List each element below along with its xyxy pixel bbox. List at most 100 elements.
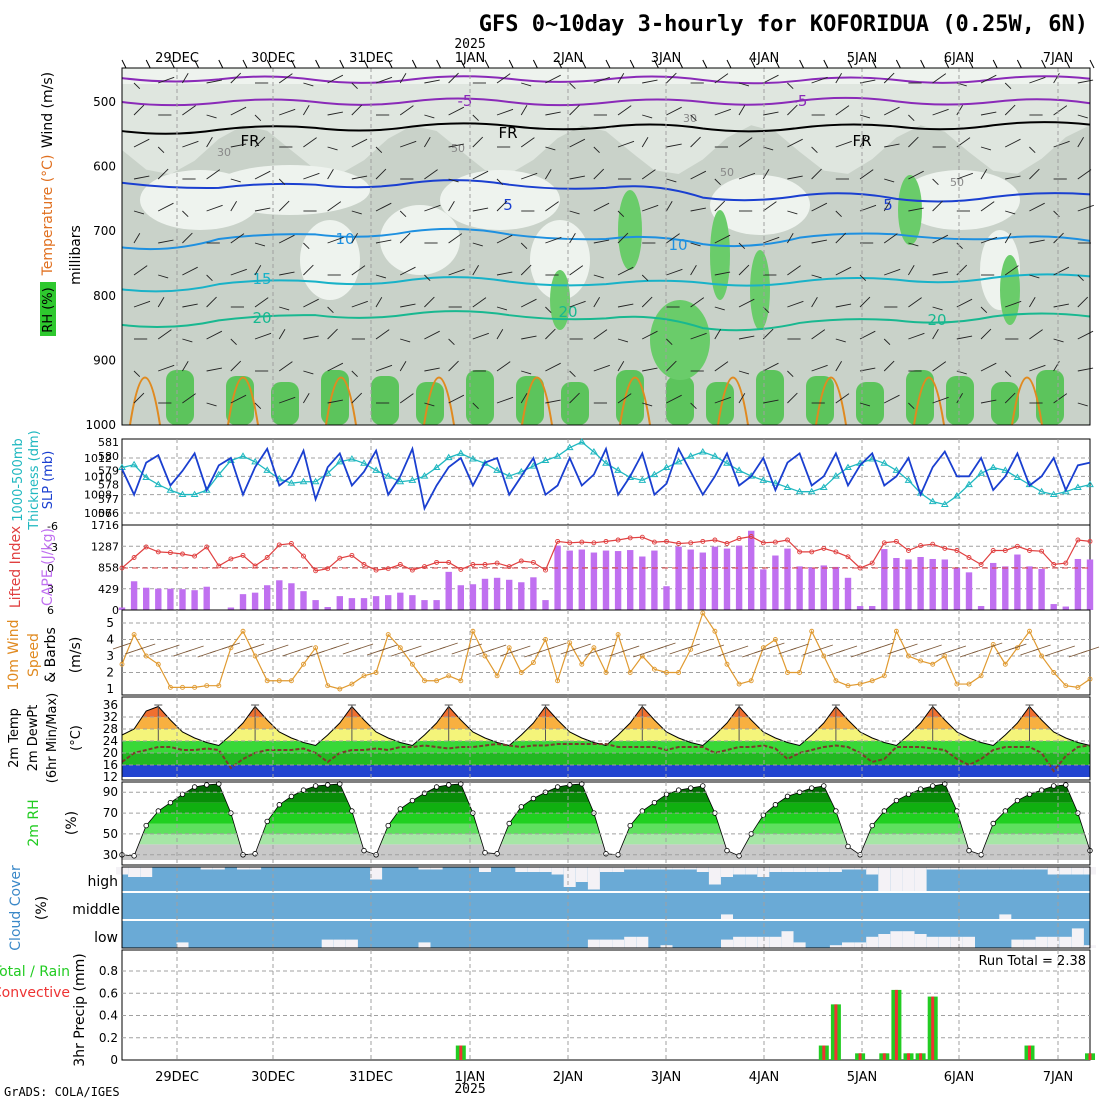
wind-barb (279, 271, 295, 276)
wind-barb (327, 146, 338, 151)
wind-barb (1004, 138, 1021, 148)
lifted-index-marker (373, 567, 379, 573)
wind-barb (400, 303, 416, 308)
rh-marker (482, 850, 488, 856)
time-tick (290, 59, 296, 69)
wind-barb (593, 329, 608, 340)
wind-barb (133, 210, 145, 215)
wind-barb (351, 265, 366, 276)
wind-barb (278, 361, 293, 372)
cape-bar (965, 572, 973, 610)
surface-wind-barb (221, 642, 241, 650)
wind-barb (351, 138, 368, 148)
wind-barb (1077, 296, 1089, 308)
cloud-low-bar (345, 939, 358, 948)
wind-barb (230, 338, 237, 345)
contour-label: FR (240, 132, 259, 150)
panel-frame (121, 67, 1091, 426)
wind-barb (908, 207, 924, 212)
rh-marker (203, 782, 210, 788)
thickness-marker (1001, 466, 1010, 473)
panel-frame (121, 609, 1091, 696)
time-tick (363, 59, 369, 69)
wind-barb (1029, 202, 1045, 212)
wind-barb (859, 296, 871, 308)
rh-marker (421, 790, 428, 796)
wind-barb (206, 79, 222, 84)
temp-band (122, 706, 1090, 717)
wind-barb (908, 332, 925, 340)
temp-line (121, 705, 1091, 747)
tick-label: 1010 (84, 470, 112, 483)
wind-barb (303, 370, 314, 375)
lifted-index-marker (664, 538, 669, 544)
wind-speed-marker (397, 645, 403, 651)
wind-barb (327, 74, 344, 84)
cloud-low-bar (842, 942, 854, 948)
lifted-index-marker (651, 539, 657, 545)
bottom-date-label: 1JAN (455, 1070, 486, 1085)
rh-marker (917, 786, 924, 792)
thickness-marker (178, 490, 187, 498)
wind-barb (569, 104, 580, 116)
cloud-low-bar (624, 936, 637, 948)
tick-label: 1000 (85, 418, 116, 432)
time-tick (1016, 59, 1022, 69)
rh-70-area (122, 125, 1090, 425)
rh-marker (760, 812, 766, 818)
wind-barb (206, 296, 217, 308)
wind-barb (883, 338, 891, 345)
rh-moist-area (561, 382, 589, 425)
time-tick (266, 59, 272, 69)
wind-barb (375, 202, 392, 212)
thickness-marker (711, 452, 719, 459)
thickness-marker (1037, 487, 1046, 495)
lifted-index-marker (192, 553, 198, 559)
wind-barb (883, 394, 900, 404)
thickness-marker (251, 457, 259, 465)
wind-speed-marker (131, 632, 137, 637)
tick-label: -3 (47, 541, 58, 554)
wind-barb (1053, 338, 1064, 343)
wind-barb (399, 361, 407, 372)
wind-barb (351, 233, 358, 244)
wind-barb (472, 402, 479, 409)
rh-moist-area (166, 370, 194, 425)
wind-barb (617, 232, 629, 244)
wind-barb (133, 138, 150, 148)
isotherm-line (1011, 376, 1043, 426)
cloud-high-bar (963, 867, 975, 870)
cape-bar (227, 607, 235, 610)
wind-barb (811, 168, 822, 180)
cloud-high-bar (612, 867, 625, 872)
cloud-low-bar (926, 936, 939, 948)
wind-barb (714, 361, 729, 372)
wind-barb (327, 201, 342, 212)
thickness-marker (674, 457, 683, 465)
convective-bar (919, 1053, 923, 1060)
wind-barb (158, 239, 174, 244)
lifted-index-marker (1014, 543, 1020, 549)
wind-barb (762, 74, 779, 84)
wind-barb (206, 137, 213, 148)
cape-bar (614, 551, 622, 610)
wind-barb (641, 274, 649, 281)
cloud-high-bar (672, 867, 685, 870)
lifted-index-marker (809, 549, 815, 555)
cape-bar (397, 592, 404, 610)
thickness-marker (928, 497, 937, 505)
thickness-marker (650, 470, 659, 478)
legend-convective: Convective (0, 985, 70, 1001)
time-tick (581, 59, 587, 69)
wind-barb (762, 328, 774, 340)
wind-barb (569, 370, 576, 377)
wind-speed-marker (409, 661, 415, 667)
wind-barb (1053, 303, 1069, 308)
tick-label: 1006 (84, 507, 112, 520)
lifted-index-marker (530, 559, 536, 565)
rh-moist-area (856, 382, 884, 425)
wind-barb (1004, 82, 1012, 89)
wind-barb (908, 242, 919, 247)
wind-barb (496, 234, 513, 244)
wind-barb (327, 362, 344, 372)
